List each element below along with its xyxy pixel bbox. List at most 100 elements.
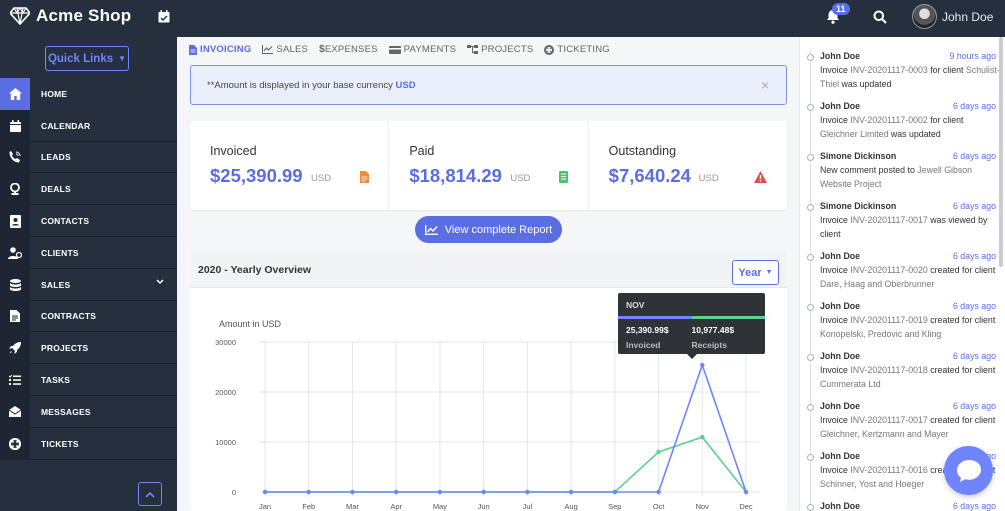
feed-text: Invoice INV-20201117-0019 created for cl… (820, 314, 1000, 341)
feed-time: 6 days ago (952, 151, 996, 161)
file-icon (10, 310, 20, 323)
feed-time: 6 days ago (952, 401, 996, 411)
sidebar-item-tasks[interactable]: TASKS (0, 364, 177, 396)
sidebar-item-tickets[interactable]: TICKETS (0, 427, 177, 460)
x-tick-label: Feb (302, 502, 315, 511)
top-bar: Acme Shop 11 John Doe (0, 0, 1005, 37)
list-icon (9, 375, 21, 386)
timeline-dot (807, 254, 814, 261)
phone-icon (9, 151, 21, 163)
sidebar-item-leads[interactable]: LEADS (0, 141, 177, 174)
data-point-invoiced (262, 489, 268, 495)
feed-text-post: created for client (927, 415, 996, 425)
sidebar-item-label: SALES (41, 279, 71, 290)
feed-text-pre: Invoice (820, 415, 851, 425)
sidebar-item-messages[interactable]: MESSAGES (0, 395, 177, 428)
tab-sales[interactable]: SALES (262, 44, 308, 55)
feed-link[interactable]: Gleichner Limited (820, 128, 889, 139)
sidebar-item-label: TICKETS (41, 438, 79, 449)
calendar-check-icon[interactable] (158, 10, 170, 23)
feed-link[interactable]: INV-20201117-0019 (850, 315, 928, 325)
data-point-invoiced (437, 489, 443, 495)
feed-link[interactable]: INV-20201117-0017 (850, 415, 928, 425)
sidebar-item-home[interactable]: HOME (0, 78, 177, 110)
feed-text-pre: New comment posted to (820, 165, 918, 175)
feed-link[interactable]: Schulist-Thiel (820, 65, 1000, 89)
feed-link[interactable]: Konopelski, Predovic and Kling (820, 328, 942, 339)
timeline-dot (807, 204, 814, 211)
timeline-dot (807, 54, 814, 61)
feed-text: New comment posted to Jewell Gibson Webs… (820, 164, 1000, 191)
scroll-top-button[interactable] (138, 482, 162, 506)
feed-user: John Doe (820, 101, 861, 111)
tab-invoicing[interactable]: INVOICING (189, 44, 251, 55)
timeline-dot (807, 304, 814, 311)
stat-label: Outstanding (608, 144, 677, 158)
tab-expenses[interactable]: $ EXPENSES (319, 44, 378, 55)
sidebar-item-clients[interactable]: CLIENTS (0, 236, 177, 269)
feed-link[interactable]: Dare, Haag and Oberbrunner (820, 278, 935, 289)
tab-payments[interactable]: PAYMENTS (388, 44, 456, 55)
feed-text-pre: Invoice (820, 115, 851, 125)
feed-user: Simone Dickinson (820, 151, 897, 161)
close-icon[interactable]: × (761, 77, 770, 93)
search-icon[interactable] (873, 10, 887, 24)
home-icon (8, 87, 22, 100)
feed-link[interactable]: Gleichner, Kertzmann and Mayer (820, 428, 949, 439)
sidebar-item-projects[interactable]: PROJECTS (0, 332, 177, 365)
feed-link[interactable]: Schinner, Yost and Hoeger (820, 478, 925, 489)
chat-button[interactable] (944, 446, 993, 495)
feed-link[interactable]: Cummerata Ltd (820, 378, 881, 389)
feed-link[interactable]: INV-20201117-0020 (850, 265, 928, 275)
tooltip-receipts-value: 10,977.48$ (691, 325, 735, 335)
chart-tooltip: NOV 25,390.99$ Invoiced 10,977.48$ Recei… (618, 293, 765, 359)
payment-icon (388, 45, 401, 54)
data-point-invoiced (743, 489, 749, 495)
quick-links-label: Quick Links (47, 52, 114, 65)
stats-card: Invoiced $25,390.99 USD Paid $18,814.29 … (190, 121, 787, 210)
sidebar-item-calendar[interactable]: CALENDAR (0, 109, 177, 142)
sidebar-item-sales[interactable]: SALES (0, 268, 177, 301)
sidebar: Quick Links ▼ HOME CALENDAR LEADS DEALS … (0, 37, 177, 511)
data-point-invoiced (612, 489, 618, 495)
feed-link[interactable]: INV-20201117-0017 (850, 215, 928, 225)
tab-projects[interactable]: PROJECTS (467, 44, 533, 55)
sidebar-item-contracts[interactable]: CONTRACTS (0, 300, 177, 333)
series-line-invoiced (265, 362, 747, 493)
sidebar-item-deals[interactable]: DEALS (0, 173, 177, 206)
x-tick-label: Jun (478, 502, 490, 511)
tab-label: EXPENSES (324, 44, 378, 55)
logo[interactable]: Acme Shop (10, 6, 131, 26)
feed-text-pre: Invoice (820, 65, 851, 75)
quick-links-button[interactable]: Quick Links ▼ (45, 46, 129, 71)
sidebar-item-label: CALENDAR (41, 120, 91, 131)
stat-invoiced: Invoiced $25,390.99 USD (190, 121, 390, 210)
feed-link[interactable]: INV-20201117-0003 (850, 65, 928, 75)
timeline-dot (807, 504, 814, 511)
contact-book-icon (9, 214, 21, 228)
period-select[interactable]: Year ▼ (732, 260, 779, 285)
tab-ticketing[interactable]: TICKETING (544, 44, 610, 55)
tab-label: TICKETING (557, 44, 610, 55)
timeline-dot (807, 354, 814, 361)
x-tick-label: May (433, 502, 447, 511)
data-point-invoiced (656, 489, 661, 495)
feed-text-pre: Invoice (820, 465, 851, 475)
users-icon (8, 247, 22, 259)
user-menu[interactable]: John Doe (912, 4, 993, 29)
data-point-invoiced (350, 489, 355, 495)
sidebar-item-contacts[interactable]: CONTACTS (0, 205, 177, 237)
feed-link[interactable]: Jewell Gibson Website Project (820, 165, 973, 189)
feed-link[interactable]: INV-20201117-0002 (850, 115, 928, 125)
x-tick-label: Apr (390, 502, 402, 511)
data-point-invoiced (481, 489, 486, 495)
sidebar-item-label: PROJECTS (41, 343, 89, 354)
feed-text-post: was updated (888, 128, 941, 139)
view-report-button[interactable]: View complete Report (415, 216, 562, 243)
line-chart: Amount in USD 0 10000 20000 30000 Jan Feb Mar Ap… (215, 319, 760, 511)
feed-link[interactable]: INV-20201117-0018 (850, 365, 928, 375)
feed-time: 6 days ago (952, 351, 996, 361)
feed-link[interactable]: INV-20201117-0016 (850, 465, 928, 475)
feed-scrollbar[interactable] (999, 37, 1003, 267)
stat-amount: $7,640.24 (608, 165, 691, 186)
